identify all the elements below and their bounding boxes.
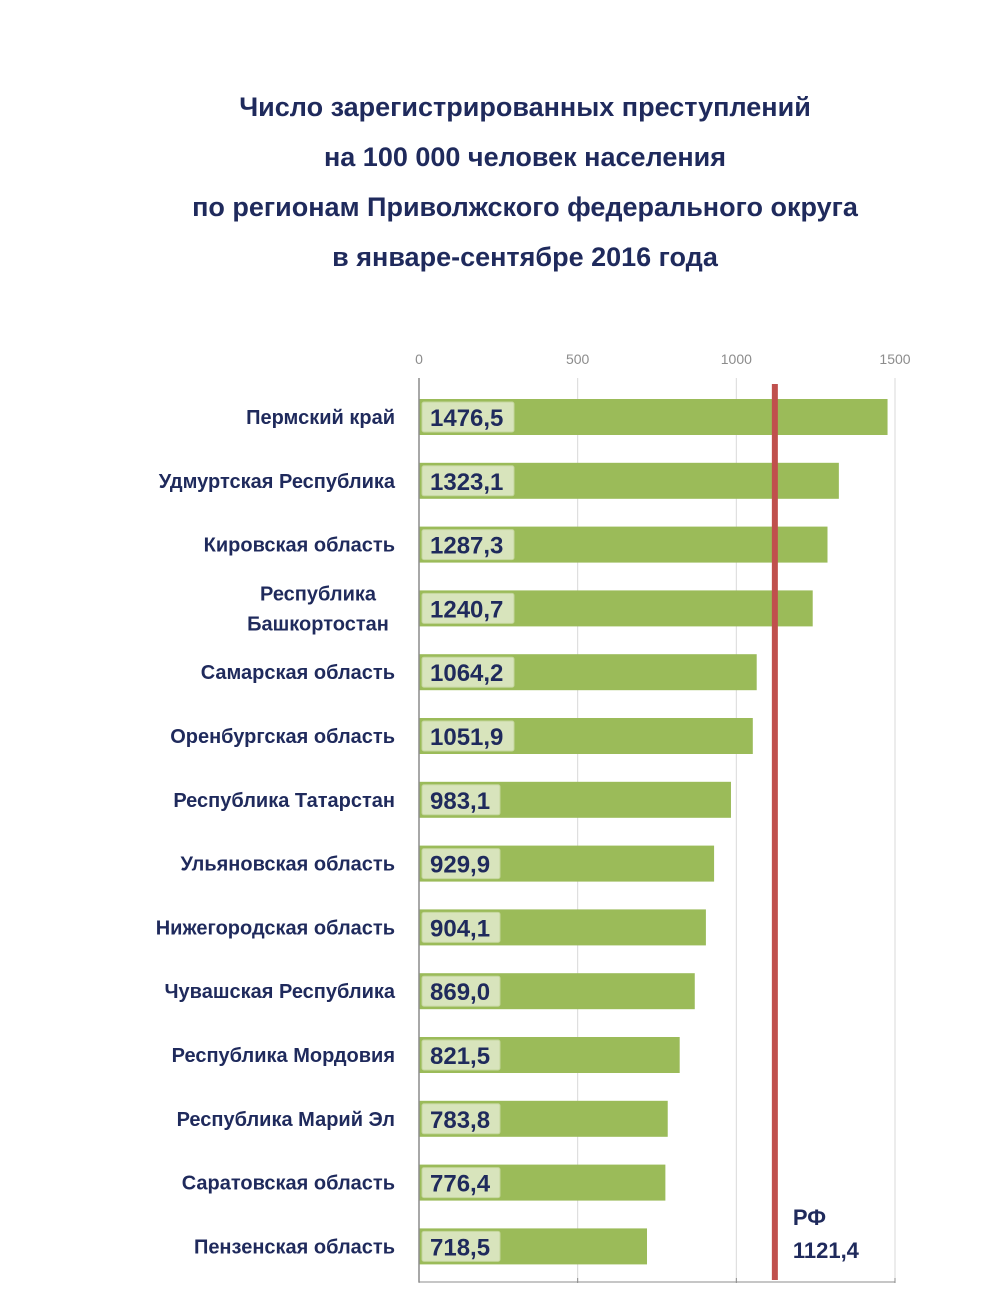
category-label: Республика Марий Эл [177,1109,395,1131]
title-line-1: Число зарегистрированных преступлений [239,92,811,122]
x-tick-label: 1500 [879,351,910,367]
data-label: 1287,3 [430,533,503,560]
data-label: 783,8 [430,1107,490,1134]
data-label: 869,0 [430,979,490,1006]
value-label-box [421,1167,501,1199]
data-label: 776,4 [430,1171,491,1198]
value-label-box [421,784,501,816]
category-label: Оренбургская область [170,726,395,748]
value-label-box [421,1230,501,1262]
category-label: Кировская область [204,535,395,557]
x-tick-label: 0 [415,351,423,367]
value-label-box [421,656,515,688]
category-label: Удмуртская Республика [159,471,396,493]
title-line-4: в январе-сентябре 2016 года [332,242,718,272]
value-label-box [421,720,515,752]
reference-label-value: 1121,4 [793,1238,860,1263]
category-label: Пензенская область [194,1236,395,1258]
category-label: Республика Татарстан [173,790,395,812]
category-label: Пермский край [246,407,395,429]
chart-title: Число зарегистрированных преступлений на… [60,82,990,282]
category-label: Башкортостан [247,613,389,635]
value-label-box [421,975,501,1007]
data-label: 904,1 [430,915,490,942]
x-tick-label: 500 [566,351,590,367]
value-label-box [421,592,515,624]
value-label-box [421,848,501,880]
data-label: 1476,5 [430,405,503,432]
data-label: 1064,2 [430,660,503,687]
value-label-box [421,401,515,433]
data-label: 983,1 [430,788,490,815]
category-label: Саратовская область [182,1173,395,1195]
data-label: 1051,9 [430,724,503,751]
title-line-2: на 100 000 человек населения [323,142,726,172]
category-label: Нижегородская область [156,917,395,939]
value-label-box [421,1039,501,1071]
title-line-3: по регионам Приволжского федерального ок… [192,192,858,222]
data-label: 1240,7 [430,596,503,623]
x-tick-label: 1000 [721,351,752,367]
reference-label-name: РФ [793,1205,826,1230]
category-label: Ульяновская область [180,854,395,876]
data-label: 718,5 [430,1234,490,1261]
category-label: Чувашская Республика [165,981,396,1003]
category-label: Республика Мордовия [172,1045,395,1067]
value-label-box [421,529,515,561]
category-label: Самарская область [201,662,395,684]
data-label: 821,5 [430,1043,490,1070]
data-label: 1323,1 [430,469,503,496]
category-label: Республика [260,583,377,605]
value-label-box [421,911,501,943]
value-label-box [421,1103,501,1135]
value-label-box [421,465,515,497]
data-label: 929,9 [430,852,490,879]
